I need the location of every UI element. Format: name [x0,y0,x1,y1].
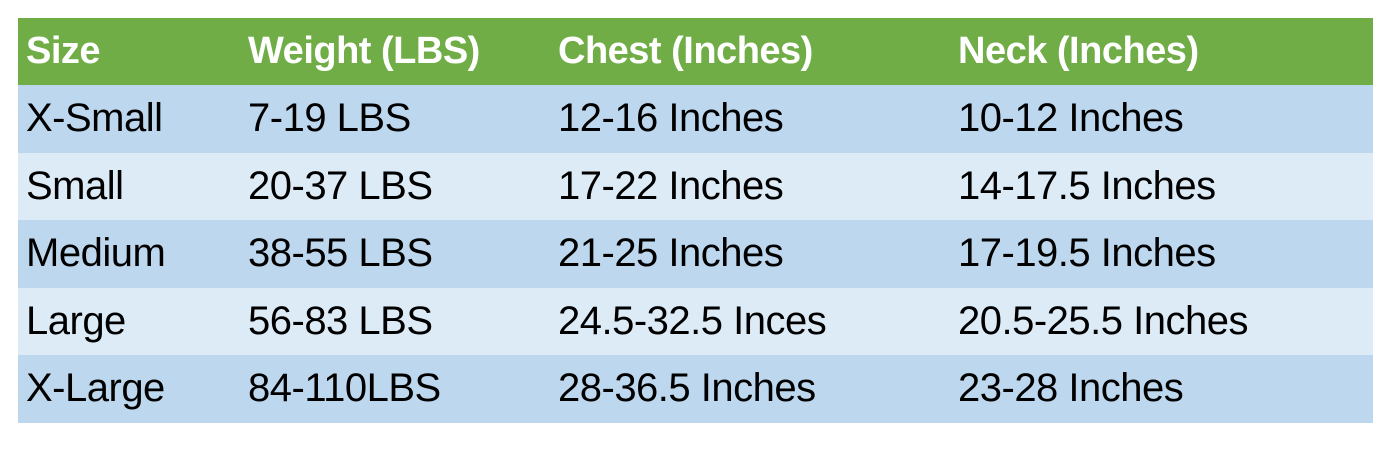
cell-weight: 84-110LBS [240,355,550,423]
table-row: X-Large 84-110LBS 28-36.5 Inches 23-28 Inch… [18,355,1373,423]
cell-chest: 28-36.5 Inches [550,355,950,423]
cell-size: Large [18,287,240,355]
cell-chest: 21-25 Inches [550,220,950,288]
size-chart-table: Size Weight (LBS) Chest (Inches) Neck (I… [18,18,1373,423]
cell-weight: 7-19 LBS [240,85,550,153]
table-row: Large 56-83 LBS 24.5-32.5 Inces 20.5-25.5 I… [18,287,1373,355]
cell-size: X-Large [18,355,240,423]
cell-neck: 17-19.5 Inches [950,220,1373,288]
table-row: Small 20-37 LBS 17-22 Inches 14-17.5 Inches [18,152,1373,220]
cell-neck: 10-12 Inches [950,85,1373,153]
cell-neck: 20.5-25.5 Inches [950,287,1373,355]
cell-chest: 24.5-32.5 Inces [550,287,950,355]
cell-chest: 12-16 Inches [550,85,950,153]
table-row: Medium 38-55 LBS 21-25 Inches 17-19.5 Inche… [18,220,1373,288]
header-size: Size [18,18,240,85]
cell-neck: 23-28 Inches [950,355,1373,423]
cell-size: Medium [18,220,240,288]
cell-weight: 20-37 LBS [240,152,550,220]
cell-size: Small [18,152,240,220]
header-chest: Chest (Inches) [550,18,950,85]
header-weight: Weight (LBS) [240,18,550,85]
header-neck: Neck (Inches) [950,18,1373,85]
header-row: Size Weight (LBS) Chest (Inches) Neck (I… [18,18,1373,85]
table-row: X-Small 7-19 LBS 12-16 Inches 10-12 Inches [18,85,1373,153]
cell-chest: 17-22 Inches [550,152,950,220]
cell-size: X-Small [18,85,240,153]
cell-weight: 38-55 LBS [240,220,550,288]
cell-weight: 56-83 LBS [240,287,550,355]
cell-neck: 14-17.5 Inches [950,152,1373,220]
